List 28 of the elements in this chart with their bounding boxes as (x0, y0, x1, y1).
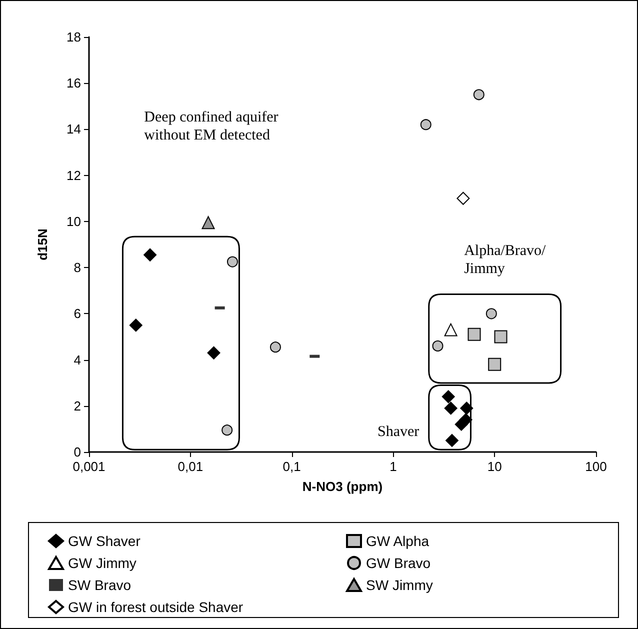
y-tick-label: 10 (66, 214, 81, 229)
y-axis-title: d15N (35, 228, 50, 260)
y-tick-label: 18 (66, 30, 81, 44)
legend-label: GW Shaver (68, 533, 141, 549)
legend-label: GW in forest outside Shaver (68, 599, 244, 615)
x-tick-label: 10 (487, 459, 502, 474)
legend-label: GW Bravo (366, 555, 431, 571)
legend-label: SW Jimmy (366, 577, 433, 593)
y-tick-label: 14 (66, 122, 81, 137)
y-tick-label: 8 (74, 260, 81, 276)
annotation: Deep confined aquifer without EM detected (144, 109, 282, 144)
y-tick-label: 0 (74, 444, 81, 460)
annotation: Shaver (377, 424, 420, 440)
x-axis-title: N-NO3 (ppm) (302, 479, 383, 494)
legend-label: GW Jimmy (68, 555, 136, 571)
x-tick-label: 0,001 (72, 459, 106, 474)
annotation: Alpha/Bravo/ Jimmy (464, 243, 550, 278)
x-tick-label: 0,1 (282, 459, 301, 474)
y-tick-label: 12 (66, 168, 81, 183)
y-tick-label: 6 (74, 306, 81, 322)
y-tick-label: 2 (74, 398, 81, 414)
x-tick-label: 0,01 (178, 459, 204, 474)
legend-label: SW Bravo (68, 577, 132, 593)
y-tick-label: 4 (74, 352, 81, 368)
x-tick-label: 1 (390, 459, 397, 474)
y-tick-label: 16 (66, 76, 81, 91)
x-tick-label: 100 (585, 459, 607, 474)
legend-label: GW Alpha (366, 533, 430, 549)
